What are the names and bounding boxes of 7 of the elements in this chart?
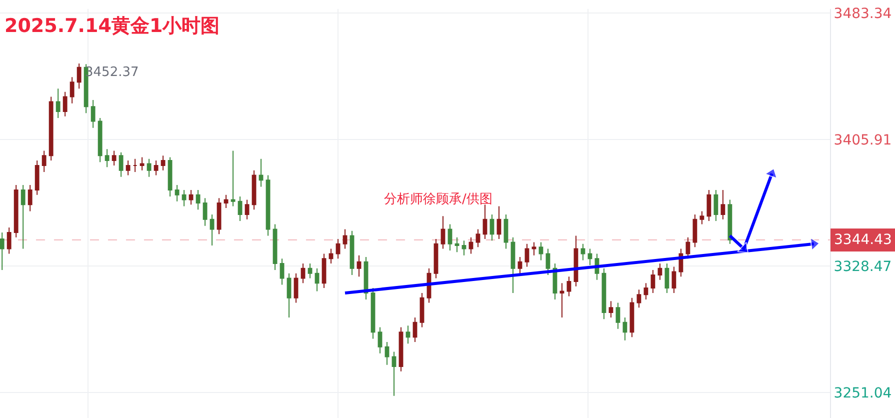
y-tick-label: 3405.91 bbox=[834, 132, 892, 148]
ref-line-label: 3344.43 bbox=[834, 232, 892, 248]
y-tick-label: 3328.47 bbox=[834, 258, 892, 275]
y-tick-label: 3483.34 bbox=[834, 6, 892, 22]
y-tick-label: 3251.04 bbox=[834, 386, 892, 402]
chart-title: 2025.7.14黄金1小时图 bbox=[4, 15, 220, 38]
annotation: 分析师徐顾承/供图 bbox=[384, 192, 492, 207]
